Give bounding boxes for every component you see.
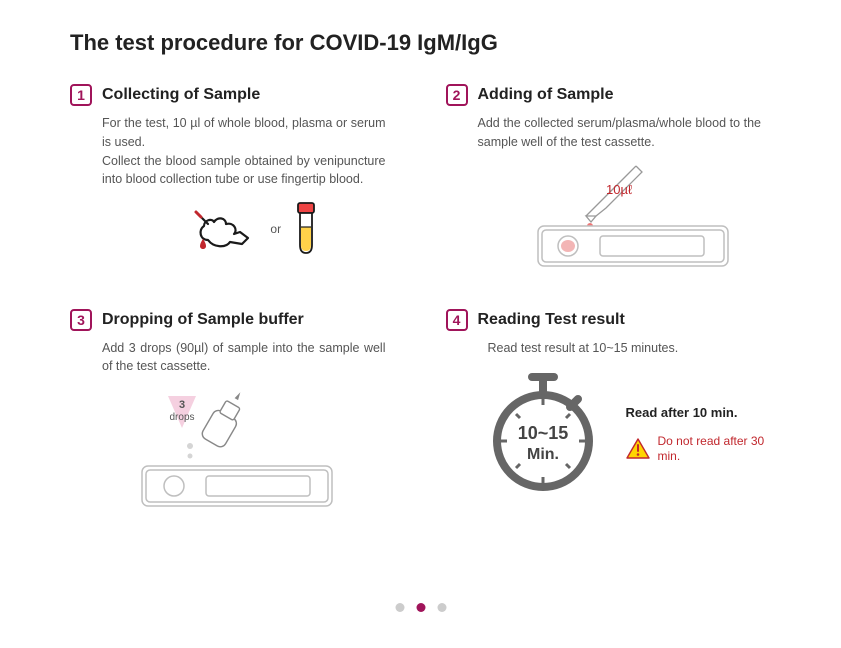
step-1-illustration: or [70,201,406,257]
step-1: 1 Collecting of Sample For the test, 10 … [70,84,406,279]
step-number-4: 4 [446,309,468,331]
do-not-read-note: Do not read after 30 min. [658,434,768,464]
step-2-illustration: 10µℓ [446,164,782,279]
stopwatch-icon: 10~15 Min. [478,369,608,499]
step-4: 4 Reading Test result Read test result a… [446,309,782,524]
step-title-1: Collecting of Sample [102,86,260,104]
svg-text:3: 3 [179,399,185,411]
pager-dot-1[interactable] [416,603,425,612]
step-3: 3 Dropping of Sample buffer Add 3 drops … [70,309,406,524]
warning-icon [626,438,650,460]
finger-prick-icon [190,202,258,256]
step-body-1: For the test, 10 µl of whole blood, plas… [70,114,406,189]
step-body-2: Add the collected serum/plasma/whole blo… [446,114,782,152]
svg-text:Min.: Min. [527,446,559,463]
volume-label: 10µℓ [606,182,633,197]
step-title-2: Adding of Sample [478,86,614,104]
step-body-3: Add 3 drops (90µl) of sample into the sa… [70,339,406,377]
step-title-4: Reading Test result [478,311,625,329]
step-title-3: Dropping of Sample buffer [102,311,304,329]
svg-text:drops: drops [169,412,194,423]
page-title: The test procedure for COVID-19 IgM/IgG [70,30,781,56]
step-number-1: 1 [70,84,92,106]
step-number-3: 3 [70,309,92,331]
step-number-2: 2 [446,84,468,106]
or-text: or [270,222,281,236]
pager-dot-2[interactable] [437,603,446,612]
step-body-4: Read test result at 10~15 minutes. [446,339,782,358]
step-3-illustration: 3 drops [70,388,406,523]
pager-dot-0[interactable] [395,603,404,612]
blood-tube-icon [294,201,318,257]
read-after-note: Read after 10 min. [626,405,768,420]
step-2: 2 Adding of Sample Add the collected ser… [446,84,782,279]
steps-grid: 1 Collecting of Sample For the test, 10 … [70,84,781,523]
svg-text:10~15: 10~15 [517,423,568,443]
page-indicator [395,603,446,612]
step-4-illustration: 10~15 Min. Read after 10 min. Do not rea… [446,369,782,499]
